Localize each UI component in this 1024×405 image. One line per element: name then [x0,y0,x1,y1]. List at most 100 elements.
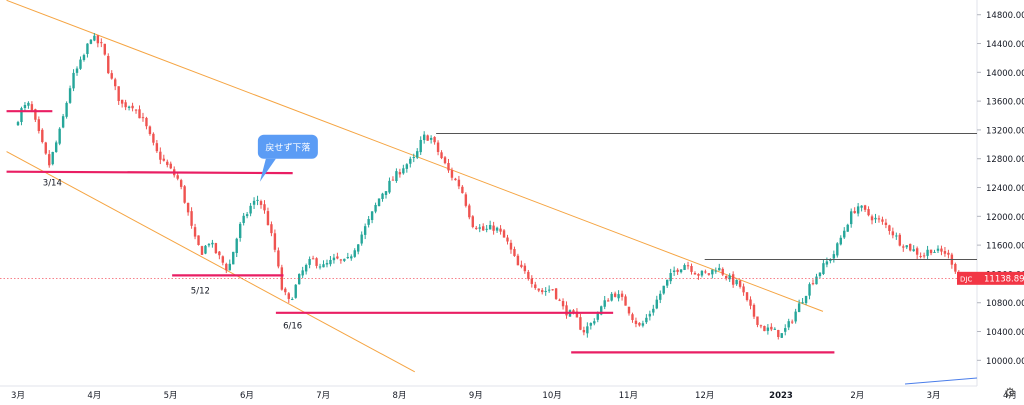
candle [648,310,652,321]
upper-channel[interactable] [6,0,824,312]
lower-channel[interactable] [6,151,415,373]
candle-body [298,274,301,285]
candle [804,295,808,305]
candle [169,161,172,170]
candle [801,298,804,304]
candle-body [471,216,474,227]
candle [870,214,874,225]
candle-body [738,280,742,287]
candle [704,269,707,274]
candle [138,105,141,119]
candle-body [527,271,530,279]
candle [54,140,58,153]
candle-body [839,237,842,245]
candle [367,215,370,228]
candle-body [436,142,440,152]
candle-body [131,105,134,109]
candle-body [665,279,669,286]
candle [711,269,714,279]
candle [443,156,447,165]
y-tick-label: 10800.00 [986,299,1024,309]
candle-body [329,259,332,265]
candle-body [679,269,683,273]
candle-body [124,102,127,108]
candle-body [506,237,509,242]
candle-body [176,175,179,179]
gear-icon[interactable]: ⚙ [1004,386,1016,401]
candle [82,53,86,62]
candle [915,246,919,259]
candle [617,290,620,302]
candle [856,203,860,217]
candle-body [780,333,783,338]
candle-body [259,201,263,205]
hline-3-14[interactable] [6,170,293,175]
candle [891,227,895,239]
candle-body [204,245,207,254]
candle-body [308,259,311,265]
candle-body [867,209,870,216]
candle [725,275,728,281]
candle-body [641,323,645,326]
candle-body [613,293,617,297]
candle-body [856,206,860,214]
candle [457,175,461,190]
candle [912,245,915,252]
blue-trendline[interactable] [904,377,978,385]
candle-body [888,225,891,231]
candle [672,266,676,276]
candle [388,177,391,194]
y-tick-label: 14800.00 [986,11,1024,21]
candle-body [360,234,363,244]
candle [259,199,263,209]
candle-body [770,326,773,330]
candle [461,185,464,194]
candle-body [596,313,599,320]
candle-body [263,204,266,211]
candle [72,69,75,92]
candle-body [186,202,190,213]
candle-body [82,55,86,60]
candle-body [207,244,211,246]
candle [315,257,318,269]
candle [228,259,231,271]
candle [346,252,350,259]
candle-body [940,248,943,252]
candle [398,168,402,178]
candle [166,159,169,168]
candle-body [787,321,790,328]
candle-body [79,59,82,69]
candle [134,109,138,114]
candle [690,263,693,275]
candle-body [357,244,360,252]
candle [238,221,242,242]
candle-body [145,117,148,127]
candle-body [54,142,58,152]
candle-body [37,119,41,132]
candle [790,319,794,324]
candle-body [822,263,825,274]
candle [898,233,901,247]
candle [815,273,818,285]
candle [27,101,30,109]
candle [79,56,82,70]
callout-bubble[interactable]: 戻せず下落 [257,134,318,182]
candle-body [777,329,780,337]
candle-body [891,231,895,236]
candle-body [565,305,568,316]
candle-body [232,251,235,265]
candle-body [870,216,874,221]
candle [669,268,672,285]
candle-body [815,276,818,285]
candle-body [304,265,308,272]
candle [16,120,20,127]
candle [318,263,322,270]
candle [895,232,898,240]
candle-body [676,269,679,272]
label-3-14: 3/14 [43,178,62,188]
candle-body [117,86,120,102]
candle-body [120,99,124,104]
candle [436,140,440,156]
